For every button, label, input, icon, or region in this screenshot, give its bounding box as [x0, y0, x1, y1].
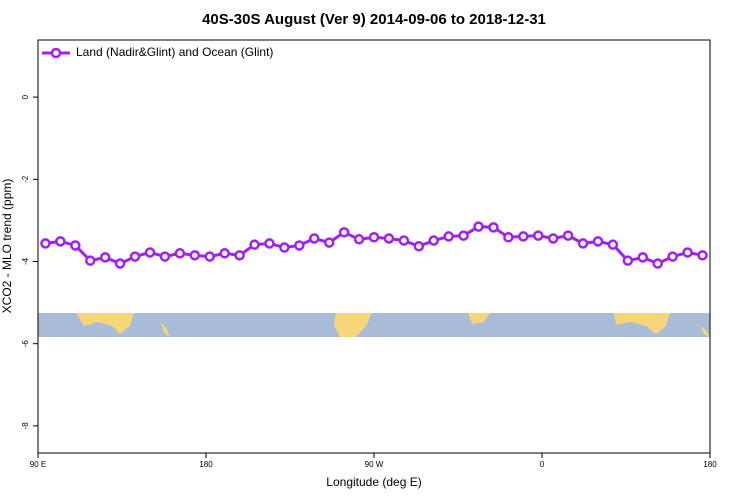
point	[518, 231, 529, 242]
y-tick-label: -2	[21, 175, 30, 183]
point	[398, 235, 410, 246]
chart-title: 40S-30S August (Ver 9) 2014-09-06 to 201…	[202, 11, 546, 28]
point	[323, 237, 335, 248]
point	[234, 250, 245, 261]
point	[368, 232, 380, 243]
map-strip	[38, 313, 710, 337]
point	[85, 255, 96, 266]
point	[144, 247, 156, 258]
y-tick-label: -6	[21, 340, 30, 348]
y-tick-label: 0	[21, 94, 30, 99]
point	[697, 250, 708, 261]
legend-label: Land (Nadir&Glint) and Ocean (Glint)	[76, 45, 273, 59]
x-tick-label: 180	[703, 460, 717, 469]
point	[607, 239, 619, 250]
point	[533, 230, 544, 241]
point	[488, 222, 499, 233]
x-tick-label: 90 E	[30, 460, 46, 469]
point	[174, 248, 186, 259]
point	[473, 221, 484, 232]
point	[383, 233, 395, 244]
y-axis-label: XCO2 - MLO trend (ppm)	[0, 179, 14, 314]
point	[577, 238, 589, 249]
point	[503, 232, 514, 243]
point	[129, 251, 141, 262]
point	[55, 236, 66, 247]
point	[70, 240, 81, 251]
point	[279, 242, 290, 253]
point	[40, 238, 51, 249]
point	[264, 238, 275, 249]
point	[413, 241, 425, 252]
point	[682, 247, 693, 258]
point	[159, 251, 171, 262]
point	[249, 239, 260, 250]
point	[309, 233, 320, 244]
point	[443, 231, 454, 242]
point	[294, 240, 305, 251]
point	[592, 236, 604, 247]
point	[204, 251, 215, 262]
point	[428, 235, 439, 246]
x-tick-label: 180	[199, 460, 213, 469]
point	[622, 255, 634, 266]
point	[652, 258, 663, 269]
point	[353, 234, 365, 245]
x-tick-label: 0	[540, 460, 545, 469]
point	[189, 250, 201, 261]
point	[458, 230, 469, 241]
point	[114, 258, 126, 269]
point	[338, 227, 350, 238]
point	[562, 230, 574, 241]
x-axis-label: Longitude (deg E)	[326, 475, 421, 489]
y-tick-label: -4	[21, 257, 30, 265]
point	[547, 233, 559, 244]
point	[99, 252, 111, 263]
y-tick-label: -8	[21, 422, 30, 430]
point	[219, 248, 230, 259]
x-tick-label: 90 W	[365, 460, 384, 469]
point	[667, 251, 678, 262]
point	[637, 252, 649, 263]
legend-marker	[50, 47, 62, 59]
